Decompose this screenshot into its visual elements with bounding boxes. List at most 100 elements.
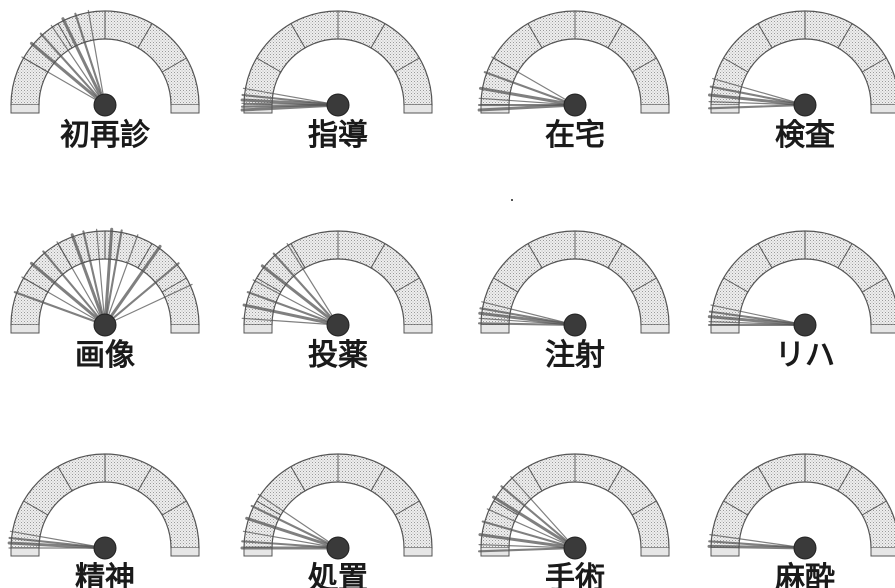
gauge-segment-divider — [256, 277, 282, 293]
gauge-needle — [478, 311, 577, 327]
gauge-needle — [477, 103, 577, 112]
gauge-needle — [709, 534, 806, 549]
gauge-label: 指導 — [308, 118, 368, 153]
gauge-needle — [242, 303, 340, 327]
gauge-segment-divider — [161, 500, 187, 516]
gauge-needle — [252, 279, 339, 326]
gauge-needle — [103, 229, 123, 327]
gauge-base-end — [640, 105, 670, 114]
gauge-needle — [510, 476, 576, 549]
gauge-base-end — [10, 548, 40, 557]
gauge-hub — [563, 313, 587, 337]
gauge-needle — [500, 485, 577, 550]
gauge-ring — [480, 10, 670, 106]
gauge-needle — [103, 227, 114, 327]
gauge-segment-divider — [861, 277, 887, 293]
gauge-segment-divider — [861, 500, 887, 516]
gauge-needle — [241, 317, 339, 326]
gauge: 精神 — [7, 453, 200, 588]
gauge: 在宅 — [477, 10, 670, 153]
gauge-needle — [246, 291, 340, 327]
gauge-segment-divider — [394, 500, 420, 516]
gauge-ring — [243, 453, 433, 549]
gauge-segment-divider — [57, 466, 73, 492]
gauge-label: 在宅 — [545, 118, 605, 153]
gauge-label: 手術 — [545, 561, 605, 588]
gauge-needle — [242, 87, 339, 106]
gauge-needle — [96, 228, 106, 326]
gauge-needle — [491, 56, 576, 106]
gauge: 投薬 — [241, 230, 433, 373]
gauge: リハ — [707, 230, 895, 373]
gauge-segment-divider — [290, 23, 306, 49]
gauge-needle — [56, 241, 106, 326]
gauge: 注射 — [477, 230, 670, 373]
gauge-segment-divider — [394, 277, 420, 293]
gauge-needle — [240, 103, 340, 112]
gauge-ring — [710, 230, 895, 326]
gauge-segment-divider — [370, 243, 386, 269]
gauge-needle — [477, 322, 577, 327]
gauge-base-end — [10, 325, 40, 334]
gauge-needle — [708, 103, 807, 110]
gauge-base-end — [170, 105, 200, 114]
gauge-needle — [104, 283, 193, 326]
gauge-needle — [478, 546, 577, 553]
gauge-segment-divider — [631, 277, 657, 293]
gauge-needle — [21, 56, 106, 106]
gauge-base-end — [640, 325, 670, 334]
gauge-needle — [245, 516, 340, 550]
gauge-base-end — [10, 105, 40, 114]
gauge-needle — [29, 41, 107, 107]
gauge-needle — [70, 233, 107, 327]
gauge-label: 検査 — [775, 118, 835, 153]
gauge-needle — [286, 242, 339, 326]
gauge-segment-divider — [631, 57, 657, 73]
gauge-needle — [242, 530, 339, 549]
gauge-needle — [481, 520, 577, 550]
gauge-base-end — [170, 325, 200, 334]
gauge-needle — [9, 530, 106, 549]
gauge-needle — [483, 71, 577, 107]
gauge-segment-divider — [493, 500, 519, 516]
gauge-needle — [712, 77, 806, 106]
gauge-needle — [257, 493, 339, 549]
gauge-label: 精神 — [75, 561, 135, 588]
gauge-label: 画像 — [75, 338, 135, 373]
gauge-needle — [492, 495, 577, 550]
gauge-segment-divider — [493, 277, 519, 293]
gauge-needle — [478, 86, 577, 107]
gauge-segment-divider — [837, 243, 853, 269]
gauge-needle — [478, 544, 576, 549]
gauge-base-end — [403, 548, 433, 557]
gauge-segment-divider — [757, 466, 773, 492]
gauge-hub — [326, 536, 350, 560]
gauge-hub — [793, 536, 817, 560]
gauge-ring — [710, 453, 895, 549]
gauge-needle — [82, 230, 107, 327]
gauge: 処置 — [240, 453, 433, 588]
gauge-segment-divider — [757, 243, 773, 269]
gauge-needle — [478, 533, 577, 550]
gauge-needle — [21, 276, 106, 326]
gauge-base-end — [870, 325, 895, 334]
gauge-segment-divider — [607, 466, 623, 492]
gauge-segment-divider — [607, 23, 623, 49]
gauge-base-end — [710, 325, 740, 334]
gauge-hub — [326, 93, 350, 117]
gauge-base-end — [640, 548, 670, 557]
gauge-hub — [793, 313, 817, 337]
gauge-base-end — [870, 105, 895, 114]
gauge-hub — [93, 313, 117, 337]
gauge-segment-divider — [137, 466, 153, 492]
gauge: 手術 — [478, 453, 670, 588]
gauge-ring — [10, 453, 200, 549]
gauge-needle — [478, 97, 576, 106]
gauge: 検査 — [708, 10, 895, 153]
gauge: 画像 — [10, 227, 200, 373]
gauge-hub — [326, 313, 350, 337]
gauge-base-end — [710, 548, 740, 557]
gauge-base-end — [403, 105, 433, 114]
gauge-needle — [61, 17, 107, 107]
